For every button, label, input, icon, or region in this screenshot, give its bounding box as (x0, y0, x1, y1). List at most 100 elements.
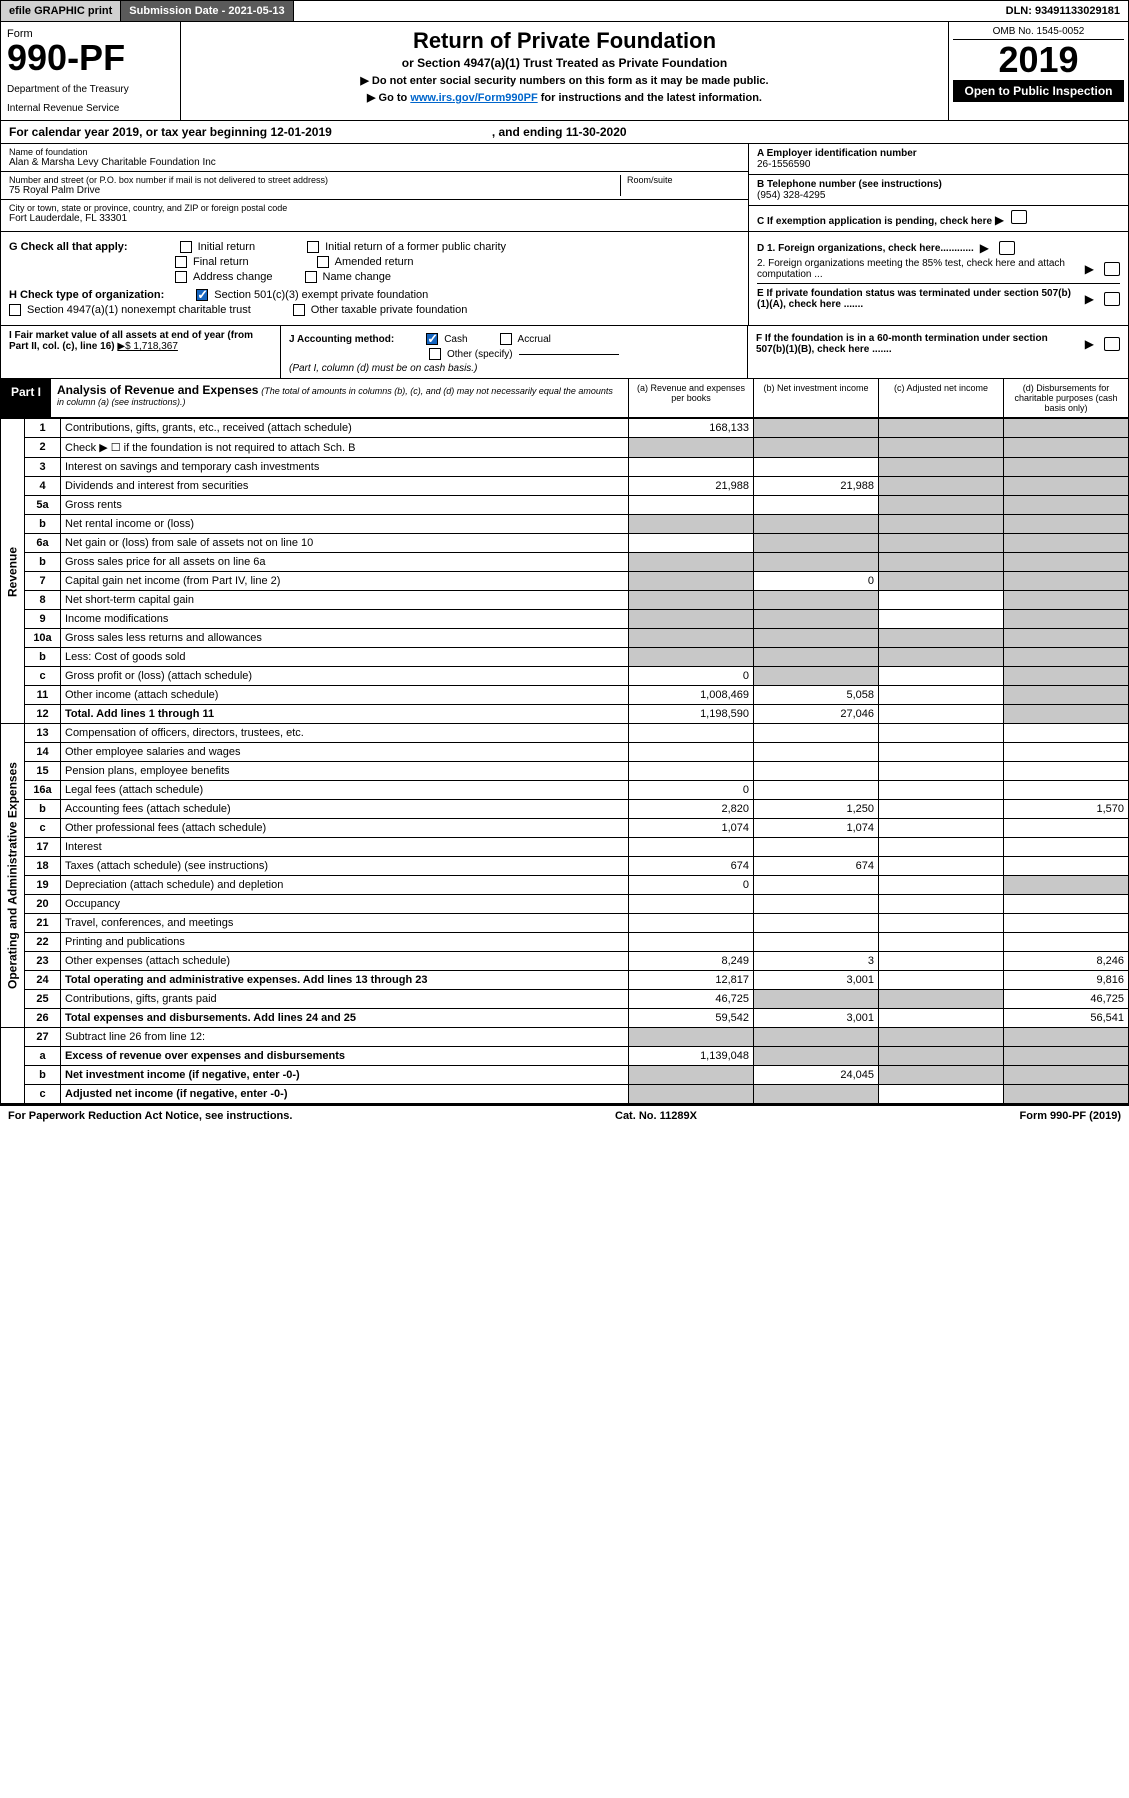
row-number: 15 (25, 762, 61, 781)
row-value: 5,058 (754, 686, 879, 705)
row-value (754, 534, 879, 553)
row-value (1004, 419, 1129, 438)
row-value (629, 438, 754, 458)
row-value (1004, 1085, 1129, 1104)
row-number: 18 (25, 857, 61, 876)
col-a-head: (a) Revenue and expenses per books (628, 379, 753, 417)
foundation-address: 75 Royal Palm Drive (9, 185, 620, 196)
row-value: 1,074 (754, 819, 879, 838)
calyear-end: , and ending 11-30-2020 (492, 125, 627, 139)
table-row: bLess: Cost of goods sold (1, 648, 1129, 667)
row-value (1004, 629, 1129, 648)
g-final-checkbox[interactable] (175, 256, 187, 268)
f-checkbox[interactable] (1104, 337, 1120, 351)
row-value (629, 1028, 754, 1047)
checks-g-block: G Check all that apply: Initial return I… (0, 232, 1129, 326)
row-value: 2,820 (629, 800, 754, 819)
row-number: 7 (25, 572, 61, 591)
row-number: 14 (25, 743, 61, 762)
g-address-checkbox[interactable] (175, 271, 187, 283)
row-value (1004, 743, 1129, 762)
row-value (1004, 1047, 1129, 1066)
table-row: 14Other employee salaries and wages (1, 743, 1129, 762)
row-value: 0 (629, 781, 754, 800)
table-row: 8Net short-term capital gain (1, 591, 1129, 610)
ein-row: A Employer identification number 26-1556… (749, 144, 1128, 175)
form-number: 990-PF (7, 40, 174, 76)
row-number: c (25, 1085, 61, 1104)
h3-label: Other taxable private foundation (311, 304, 468, 316)
table-row: 18Taxes (attach schedule) (see instructi… (1, 857, 1129, 876)
header-left: Form 990-PF Department of the Treasury I… (1, 22, 181, 120)
d1-checkbox[interactable] (999, 241, 1015, 255)
table-row: 19Depreciation (attach schedule) and dep… (1, 876, 1129, 895)
row-number: 26 (25, 1009, 61, 1028)
d2-label: 2. Foreign organizations meeting the 85%… (757, 258, 1079, 280)
row-value: 24,045 (754, 1066, 879, 1085)
row-number: 17 (25, 838, 61, 857)
row-value (1004, 895, 1129, 914)
row-value (879, 819, 1004, 838)
d1-label: D 1. Foreign organizations, check here..… (757, 243, 974, 254)
table-row: cAdjusted net income (if negative, enter… (1, 1085, 1129, 1104)
row-value (879, 971, 1004, 990)
row-number: b (25, 648, 61, 667)
g-row1: G Check all that apply: Initial return I… (9, 241, 740, 253)
row-value (879, 743, 1004, 762)
row-value (879, 438, 1004, 458)
row-value (879, 610, 1004, 629)
row-value (1004, 572, 1129, 591)
table-row: 24Total operating and administrative exp… (1, 971, 1129, 990)
row-value (879, 705, 1004, 724)
arrow-icon: ▶ (980, 241, 989, 255)
row-value: 9,816 (1004, 971, 1129, 990)
row-value (754, 762, 879, 781)
e-checkbox[interactable] (1104, 292, 1120, 306)
row-desc: Interest (61, 838, 629, 857)
row-number: 25 (25, 990, 61, 1009)
g-initial-former-checkbox[interactable] (307, 241, 319, 253)
row-number: 1 (25, 419, 61, 438)
row-value (754, 610, 879, 629)
j-cash-checkbox[interactable] (426, 333, 438, 345)
page-footer: For Paperwork Reduction Act Notice, see … (0, 1104, 1129, 1126)
row-desc: Legal fees (attach schedule) (61, 781, 629, 800)
row-value (879, 781, 1004, 800)
row-value (629, 838, 754, 857)
g-name-checkbox[interactable] (305, 271, 317, 283)
row-value: 3 (754, 952, 879, 971)
row-value (1004, 857, 1129, 876)
g-initial-checkbox[interactable] (180, 241, 192, 253)
row-desc: Net short-term capital gain (61, 591, 629, 610)
c-checkbox[interactable] (1011, 210, 1027, 224)
checks-g-left: G Check all that apply: Initial return I… (1, 232, 748, 325)
irs-link[interactable]: www.irs.gov/Form990PF (410, 92, 537, 104)
row-value (754, 1028, 879, 1047)
row-value (879, 629, 1004, 648)
table-row: bNet rental income or (loss) (1, 515, 1129, 534)
efile-label[interactable]: efile GRAPHIC print (1, 1, 121, 21)
row-value (629, 1085, 754, 1104)
row-desc: Other employee salaries and wages (61, 743, 629, 762)
phone-label: B Telephone number (see instructions) (757, 179, 1120, 190)
f-row: F If the foundation is in a 60-month ter… (756, 333, 1120, 355)
j-accrual-checkbox[interactable] (500, 333, 512, 345)
h-other-checkbox[interactable] (293, 304, 305, 316)
part-desc: Analysis of Revenue and Expenses (The to… (51, 379, 628, 417)
row-value (1004, 762, 1129, 781)
table-row: 12Total. Add lines 1 through 111,198,590… (1, 705, 1129, 724)
row-desc: Interest on savings and temporary cash i… (61, 458, 629, 477)
city-label: City or town, state or province, country… (9, 203, 740, 213)
g-amended-checkbox[interactable] (317, 256, 329, 268)
j3-label: Other (specify) (447, 349, 513, 360)
row-value (1004, 667, 1129, 686)
row-value: 674 (629, 857, 754, 876)
j-other-checkbox[interactable] (429, 348, 441, 360)
h-4947-checkbox[interactable] (9, 304, 21, 316)
row-desc: Net investment income (if negative, ente… (61, 1066, 629, 1085)
h-501c3-checkbox[interactable] (196, 289, 208, 301)
table-row: aExcess of revenue over expenses and dis… (1, 1047, 1129, 1066)
d2-checkbox[interactable] (1104, 262, 1120, 276)
i-amount: ▶$ 1,718,367 (117, 341, 178, 352)
row-value (1004, 724, 1129, 743)
